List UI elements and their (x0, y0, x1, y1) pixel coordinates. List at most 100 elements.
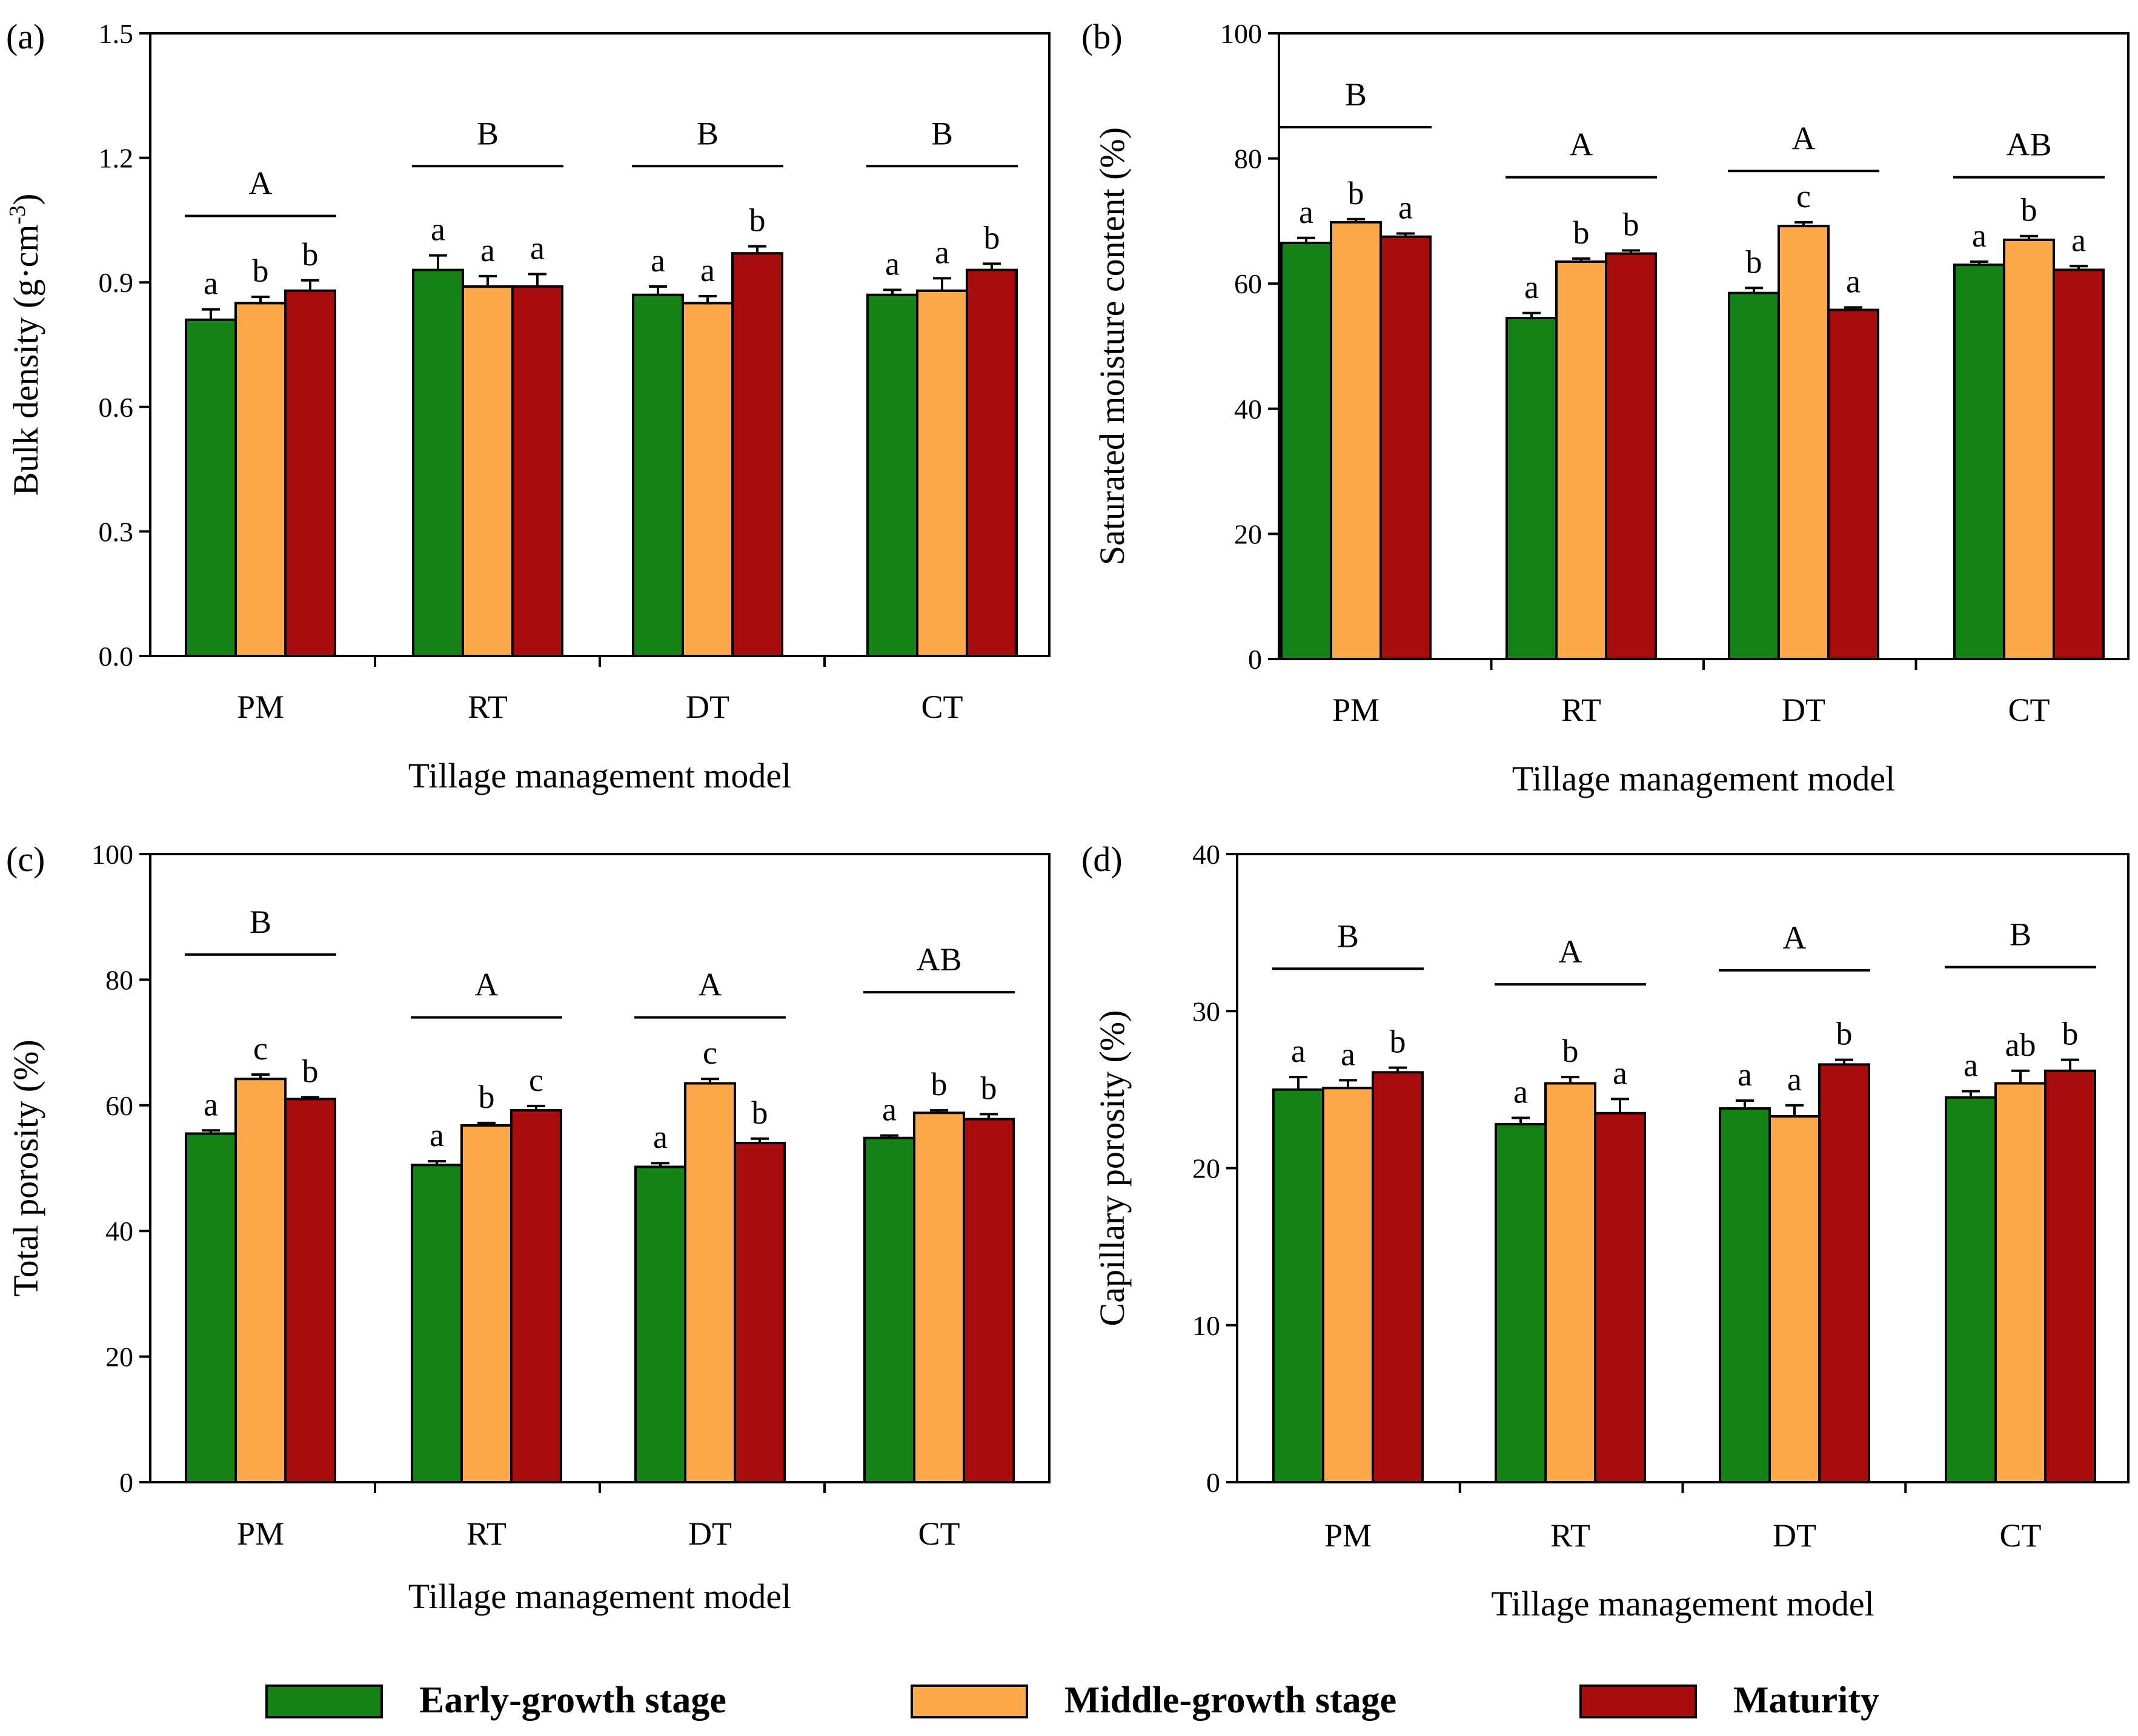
y-axis-title-main: Capillary porosity (%) (1092, 1010, 1132, 1327)
y-axis-title-end: ) (6, 194, 45, 205)
group-letter: B (2010, 916, 2031, 953)
green-swatch-icon (265, 1685, 383, 1718)
bar-pm-series2 (1330, 220, 1382, 660)
y-tick-label: 1.2 (99, 143, 134, 174)
chart-panels: (a) 0.0 0.3 0.6 0.9 1.2 1.5 PM RT DT CT Tillage man… (5, 17, 2130, 1623)
bar-pm-series2 (234, 1078, 287, 1483)
significance-letter: b (931, 1066, 948, 1102)
y-tick-label: 80 (1234, 144, 1262, 174)
orange-swatch-icon (911, 1685, 1028, 1718)
significance-letter: a (935, 234, 949, 270)
y-tick-label: 20 (1234, 518, 1262, 549)
bar-dt-series1 (1719, 1107, 1771, 1483)
y-tick-label: 40 (1192, 839, 1220, 870)
bar-ct-series3 (966, 268, 1018, 657)
y-tick-label: 0.6 (99, 392, 134, 423)
legend: Early-growth stage Middle-growth stage Mat… (265, 1680, 1879, 1721)
significance-letter: b (1562, 1033, 1579, 1069)
significance-letter: a (1613, 1055, 1627, 1091)
group-letter: B (1345, 76, 1367, 113)
significance-letter: a (651, 242, 665, 279)
group-letter: AB (916, 941, 961, 978)
bar-rt-series2 (462, 285, 514, 657)
bar-rt-series1 (1495, 1122, 1547, 1484)
bar-dt-series2 (682, 302, 734, 657)
significance-letter: c (703, 1035, 717, 1071)
significance-letter: b (749, 202, 766, 239)
significance-letter: a (653, 1119, 668, 1155)
significance-letter: b (1390, 1024, 1406, 1060)
significance-letter: a (430, 1117, 444, 1153)
category-label-pm: PM (237, 689, 284, 725)
significance-letter: a (1738, 1056, 1752, 1093)
category-label-ct: CT (2008, 692, 2050, 728)
x-axis-title: Tillage management model (408, 756, 792, 795)
category-label-ct: CT (918, 1516, 960, 1552)
y-axis-title-main: Saturated moisture content (%) (1092, 127, 1132, 565)
significance-letter: b (2062, 1016, 2079, 1052)
bar-rt-series2 (460, 1124, 513, 1483)
x-axis-title: Tillage management model (1491, 1584, 1874, 1623)
bar-ct-series1 (866, 293, 918, 657)
bar-dt-series1 (634, 1165, 686, 1483)
bar-pm-series1 (1272, 1088, 1324, 1483)
significance-letter: a (882, 1092, 897, 1128)
legend-label-1: Early-growth stage (419, 1680, 726, 1721)
y-tick-label: 60 (1234, 268, 1262, 299)
panel-letter: (c) (6, 840, 45, 879)
bar-rt-series3 (1594, 1112, 1646, 1483)
bar-ct-series3 (2044, 1069, 2096, 1483)
bar-ct-series3 (2053, 268, 2105, 660)
y-tick-label: 20 (1192, 1153, 1220, 1184)
bar-ct-series3 (963, 1118, 1015, 1483)
y-tick-label: 100 (1220, 18, 1262, 49)
y-tick-label: 40 (105, 1216, 133, 1247)
bar-rt-series1 (1506, 317, 1558, 660)
group-letter: A (1792, 120, 1816, 156)
bar-rt-series1 (411, 1164, 463, 1483)
bar-pm-series3 (1372, 1071, 1424, 1484)
significance-letter: b (981, 1070, 997, 1106)
y-tick-label: 0.9 (99, 267, 134, 298)
category-label-rt: RT (466, 1516, 506, 1552)
group-letter: B (1337, 918, 1359, 954)
significance-letter: a (1787, 1061, 1802, 1098)
y-axis-title: Total porosity (%) (6, 1039, 45, 1296)
bar-pm-series3 (284, 1098, 336, 1484)
panel-letter: (a) (6, 17, 45, 56)
significance-letter: b (752, 1095, 768, 1131)
category-label-dt: DT (686, 689, 729, 725)
significance-letter: c (253, 1030, 268, 1067)
significance-letter: c (529, 1062, 543, 1098)
group-letter: B (931, 115, 953, 151)
category-label-ct: CT (921, 689, 963, 725)
significance-letter: b (1746, 244, 1762, 280)
bar-ct-series1 (1945, 1096, 1997, 1483)
y-tick-label: 80 (105, 964, 133, 995)
significance-letter: a (1291, 1033, 1306, 1069)
significance-letter: b (479, 1079, 495, 1115)
bar-rt-series1 (412, 268, 464, 657)
y-tick-label: 0.3 (99, 516, 134, 547)
panel-c: (c) 0 20 40 60 80 100 PM RT DT CT Tillage managemen… (6, 839, 1051, 1616)
significance-letter: a (1524, 269, 1539, 305)
bar-ct-series2 (1994, 1082, 2047, 1483)
bar-dt-series2 (1768, 1115, 1821, 1483)
bar-ct-series2 (916, 289, 968, 657)
significance-letter: ab (2005, 1027, 2036, 1063)
significance-letter: a (1341, 1036, 1355, 1072)
group-letter: B (477, 115, 499, 151)
panel-letter: (d) (1081, 840, 1123, 879)
bar-dt-series3 (731, 252, 783, 657)
bar-pm-series2 (234, 302, 287, 657)
bar-pm-series3 (284, 289, 336, 657)
bar-dt-series3 (1827, 308, 1879, 660)
bar-pm-series2 (1322, 1087, 1374, 1483)
y-tick-label: 100 (91, 839, 133, 870)
significance-letter: b (1573, 214, 1590, 251)
dark-red-swatch-icon (1579, 1685, 1697, 1718)
group-letter: A (1570, 127, 1593, 163)
bar-rt-series3 (510, 1109, 562, 1483)
bar-dt-series1 (632, 293, 684, 657)
